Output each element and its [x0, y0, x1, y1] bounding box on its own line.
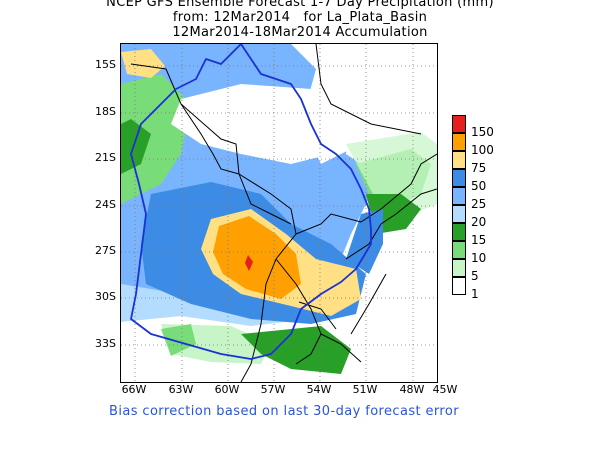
- legend-label-75: 75: [471, 161, 487, 175]
- legend-swatch-25: [452, 187, 466, 205]
- lat-label-18s: 18S: [95, 105, 116, 118]
- lon-label-63w: 63W: [168, 383, 194, 396]
- bias-correction-note: Bias correction based on last 30-day for…: [109, 404, 459, 419]
- graticule: [121, 44, 437, 382]
- lon-label-66w: 66W: [121, 383, 147, 396]
- precip-zone-75-northwest: [121, 49, 165, 78]
- dry-zone-east: [321, 44, 437, 382]
- lat-label-15s: 15S: [95, 58, 116, 71]
- legend-swatch-10: [452, 241, 466, 259]
- legend-swatch-50: [452, 169, 466, 187]
- lon-label-60w: 60W: [214, 383, 240, 396]
- precip-fields: [121, 44, 437, 382]
- map-title-line-3: 12Mar2014-18Mar2014 Accumulation: [172, 25, 428, 40]
- lat-label-24s: 24S: [95, 198, 116, 211]
- map-title-line-1: NCEP GFS Ensemble Forecast 1-7 Day Preci…: [106, 0, 494, 10]
- legend-label-1: 1: [471, 287, 479, 301]
- legend-label-15: 15: [471, 233, 487, 247]
- legend-label-50: 50: [471, 179, 487, 193]
- lat-label-33s: 33S: [95, 337, 116, 350]
- legend-label-10: 10: [471, 251, 487, 265]
- legend-swatch-20: [452, 205, 466, 223]
- legend-label-25: 25: [471, 197, 487, 211]
- precipitation-map: [120, 43, 438, 383]
- legend-label-150: 150: [471, 125, 494, 139]
- lat-label-27s: 27S: [95, 244, 116, 257]
- lon-label-48w: 48W: [399, 383, 425, 396]
- lon-label-57w: 57W: [260, 383, 286, 396]
- legend-swatch-100: [452, 133, 466, 151]
- precip-zone-100: [213, 216, 301, 299]
- legend-swatch-150: [452, 115, 466, 133]
- precip-zone-150: [245, 255, 253, 271]
- precip-zone-15-south: [241, 326, 351, 374]
- lon-label-45w: 45W: [432, 383, 458, 396]
- legend-label-100: 100: [471, 143, 494, 157]
- lon-label-51w: 51W: [352, 383, 378, 396]
- legend-swatch-5: [452, 259, 466, 277]
- legend-swatch-1: [452, 277, 466, 295]
- lon-label-54w: 54W: [306, 383, 332, 396]
- la-plata-basin-outline: [130, 44, 372, 360]
- lat-label-30s: 30S: [95, 290, 116, 303]
- dry-zone-north: [171, 84, 351, 164]
- legend-label-5: 5: [471, 269, 479, 283]
- precip-zone-10-north: [121, 74, 191, 204]
- legend-label-20: 20: [471, 215, 487, 229]
- precip-zone-50-east: [346, 209, 383, 274]
- lat-label-21s: 21S: [95, 151, 116, 164]
- precipitation-map-svg: [121, 44, 437, 382]
- legend-swatch-75: [452, 151, 466, 169]
- country-borders: [130, 44, 437, 382]
- precip-zone-10-south: [161, 324, 196, 356]
- legend-swatch-15: [452, 223, 466, 241]
- map-title-line-2: from: 12Mar2014 for La_Plata_Basin: [172, 10, 428, 25]
